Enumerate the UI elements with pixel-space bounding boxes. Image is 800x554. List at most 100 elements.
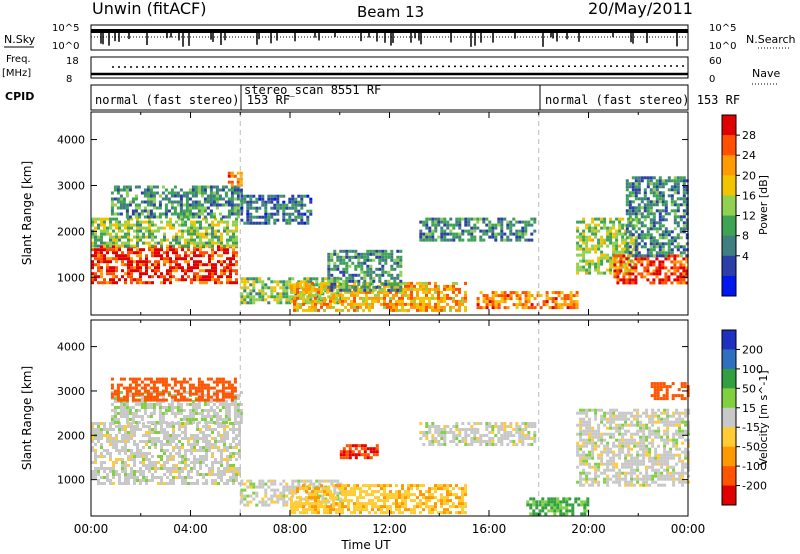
time-axis-label: Time UT [340, 538, 391, 552]
velocity-colorbar-segment [722, 427, 736, 448]
velocity-region [91, 422, 241, 485]
freq-label: Freq. [6, 54, 31, 65]
velocity-colorbar-tick-label: 50 [742, 382, 756, 395]
noise-tick-left-bottom: 10^0 [52, 41, 79, 52]
power-region [625, 176, 689, 258]
velocity-colorbar-tick-label: 200 [742, 343, 763, 356]
power-colorbar-segment [722, 135, 736, 156]
velocity-region [290, 484, 467, 515]
velocity-ylabel: Slant Range [km] [20, 366, 34, 470]
velocity-heatmap [91, 320, 691, 516]
velocity-colorbar-tick-label: 100 [742, 363, 763, 376]
power-colorbar-tick-label: 16 [742, 189, 756, 202]
cpid-segment-1: normal (fast stereo) 153 RF [95, 93, 290, 107]
velocity-colorbar-tick-label: -200 [742, 480, 767, 493]
power-colorbar-segment [722, 275, 736, 297]
power-colorbar-segment [722, 115, 736, 136]
time-tick-label: 04:00 [173, 522, 208, 536]
noise-tick-right-bottom: 10^0 [709, 41, 736, 52]
power-region [576, 217, 640, 275]
radar-title: Unwin (fitACF) [92, 0, 206, 18]
power-ytick-label: 4000 [57, 134, 85, 147]
velocity-colorbar-segment [722, 388, 736, 409]
velocity-colorbar-segment [722, 407, 736, 428]
time-tick-label: 20:00 [571, 522, 606, 536]
time-tick-label: 00:00 [74, 522, 109, 536]
power-panel-frame [90, 111, 689, 316]
cpid-label: CPID [5, 90, 34, 103]
velocity-colorbar-frame [721, 329, 737, 506]
power-region [91, 217, 238, 248]
power-axes: 1000 2000 3000 4000 [57, 112, 689, 315]
power-colorbar-segment [722, 235, 736, 257]
velocity-axes: 1000 2000 3000 4000 [57, 320, 689, 516]
nave-trace [111, 65, 689, 68]
power-region [110, 185, 243, 219]
velocity-region [576, 408, 691, 487]
velocity-colorbar-segment [722, 368, 736, 389]
power-colorbar-segment [722, 255, 736, 277]
velocity-colorbar-tick-label: -100 [742, 460, 767, 473]
cpid-segment-3: normal (fast stereo) 153 RF [545, 93, 740, 107]
freq-tick-left-top: 18 [66, 56, 79, 67]
time-tick-label: 00:00 [671, 522, 706, 536]
velocity-colorbar-segment [722, 466, 736, 487]
power-region [476, 291, 579, 310]
power-colorbar-segment [722, 215, 736, 237]
power-ytick-label: 2000 [57, 225, 85, 238]
power-region [91, 245, 238, 285]
freq-tick-right-top: 60 [709, 56, 722, 67]
power-colorbar-tick-label: 28 [742, 129, 756, 142]
time-tick-label: 12:00 [372, 522, 407, 536]
power-region [227, 171, 243, 187]
freq-tick-left-bottom: 8 [66, 74, 72, 85]
power-region [240, 194, 313, 225]
power-colorbar-tick-label: 24 [742, 149, 756, 162]
velocity-colorbar-segment [722, 446, 736, 467]
power-region [613, 254, 689, 285]
velocity-region [110, 377, 237, 402]
power-ytick-label: 1000 [57, 271, 85, 284]
power-region [290, 281, 467, 312]
time-axis: 00:00 04:00 08:00 12:00 16:00 20:00 00:00 [74, 522, 706, 536]
velocity-colorbar: 200 100 50 15 -15 -50 -100 -200 [721, 329, 767, 506]
nsearch-label: N.Search [746, 33, 796, 46]
velocity-ytick-label: 2000 [57, 429, 85, 442]
freq-panel-frame [90, 56, 689, 79]
velocity-ytick-label: 3000 [57, 385, 85, 398]
velocity-ytick-label: 1000 [57, 474, 85, 487]
velocity-colorbar-tick-label: 15 [742, 402, 756, 415]
velocity-colorbar-segment [722, 349, 736, 370]
power-colorbar-tick-label: 20 [742, 169, 756, 182]
power-colorbar-tick-label: 12 [742, 210, 756, 223]
freq-tick-right-bottom: 0 [709, 74, 715, 85]
cpid-segment-2: stereo_scan 8551 RF [244, 83, 381, 97]
power-colorbar-frame [721, 114, 737, 297]
time-tick-label: 08:00 [273, 522, 308, 536]
power-colorbar: 28 24 20 16 12 8 4 [721, 114, 756, 297]
velocity-panel-frame [90, 319, 689, 517]
velocity-region [339, 444, 379, 460]
velocity-colorbar-segment [722, 485, 736, 506]
nsky-label: N.Sky [4, 33, 36, 46]
noise-trace [91, 29, 688, 47]
date-title: 20/May/2011 [588, 0, 693, 18]
power-region [327, 249, 403, 292]
cpid-panel-frame [90, 84, 689, 111]
noise-tick-left-top: 10^5 [52, 23, 79, 34]
power-colorbar-tick-label: 8 [742, 230, 749, 243]
power-colorbar-segment [722, 175, 736, 196]
beam-title: Beam 13 [357, 3, 424, 21]
power-colorbar-tick-label: 4 [742, 250, 749, 263]
power-colorbar-segment [722, 155, 736, 176]
velocity-colorbar-segment [722, 330, 736, 350]
nave-label: Nave [752, 67, 780, 80]
power-ytick-label: 3000 [57, 179, 85, 192]
power-colorbar-segment [722, 195, 736, 217]
power-heatmap [91, 112, 689, 315]
power-region [419, 217, 537, 242]
time-tick-label: 16:00 [472, 522, 507, 536]
velocity-colorbar-tick-label: -15 [742, 421, 760, 434]
velocity-region [526, 497, 590, 516]
